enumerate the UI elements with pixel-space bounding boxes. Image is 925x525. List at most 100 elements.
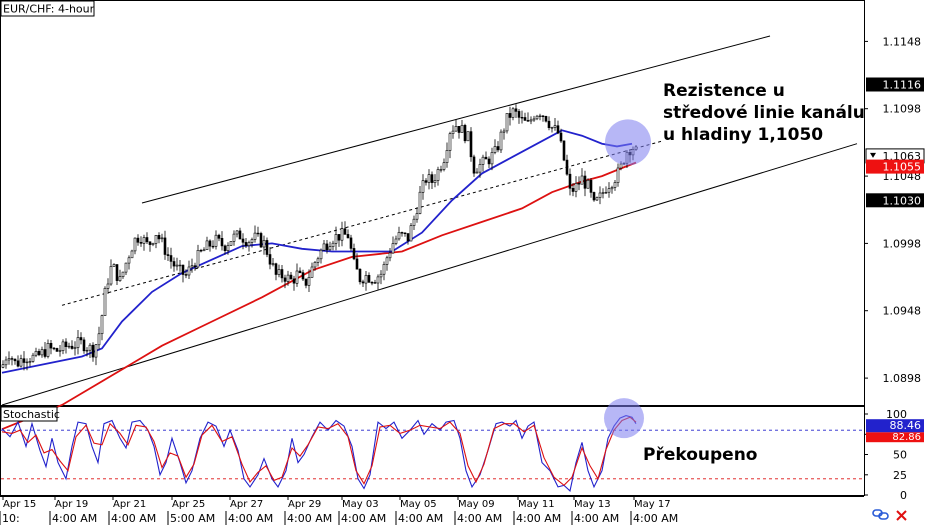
candle	[229, 241, 233, 246]
candle	[211, 240, 215, 249]
time-label: 4:00 AM	[111, 512, 156, 525]
candle-body	[169, 255, 173, 262]
candle	[613, 180, 617, 191]
candle	[94, 344, 98, 366]
candle	[517, 109, 521, 124]
candle-body	[556, 125, 560, 134]
candle-body	[226, 245, 230, 251]
candle-body	[37, 350, 41, 356]
chain-link-icon[interactable]	[872, 509, 889, 520]
chart-title-box	[0, 0, 95, 17]
candle	[28, 358, 32, 367]
candle	[295, 263, 299, 287]
candle	[286, 270, 290, 286]
candle-body	[568, 173, 572, 189]
candle	[487, 156, 491, 168]
date-label: May 03	[342, 499, 379, 510]
candle-body	[223, 245, 227, 251]
candle-body	[460, 125, 464, 133]
candle	[403, 232, 407, 237]
candle	[202, 247, 206, 252]
candle	[256, 226, 260, 237]
candle	[601, 188, 605, 199]
candle-body	[112, 264, 116, 267]
candle-body	[34, 350, 38, 356]
candle	[271, 258, 275, 267]
stochastic-k-value-box	[866, 419, 924, 433]
candle	[262, 235, 266, 255]
candle	[64, 338, 68, 354]
candle	[244, 238, 248, 248]
candle	[448, 131, 452, 159]
indicator-label: Stochastic	[3, 408, 60, 421]
candle-body	[205, 240, 209, 250]
candle-body	[385, 257, 389, 265]
candle-body	[601, 192, 605, 194]
candle-body	[505, 113, 509, 132]
candle	[100, 314, 104, 341]
candle	[37, 348, 41, 357]
candle	[514, 104, 518, 118]
time-label: 5:00 AM	[170, 512, 215, 525]
candle	[34, 347, 38, 358]
candle-body	[433, 180, 437, 183]
candle-body	[319, 249, 323, 260]
candle-body	[151, 243, 155, 245]
price-marker-label: 1.1116	[883, 79, 922, 92]
candle	[442, 158, 446, 172]
close-x-icon[interactable]	[896, 510, 907, 521]
stochastic-k-value: 88.46	[890, 419, 922, 432]
candle	[484, 151, 488, 160]
candle	[25, 358, 29, 371]
candle	[43, 342, 47, 359]
candle-body	[196, 250, 200, 268]
candle	[235, 230, 239, 238]
candle-body	[337, 234, 341, 241]
price-tick-label: 1.1098	[883, 103, 922, 116]
candle-body	[415, 213, 419, 220]
time-label: 4:00 AM	[341, 512, 386, 525]
candle-body	[436, 169, 440, 181]
candle	[592, 191, 596, 202]
candle-body	[25, 361, 29, 364]
candle-body	[535, 115, 539, 120]
candle	[259, 231, 263, 248]
candle-body	[46, 342, 50, 357]
annotation-line-2: středové linie kanálu	[663, 103, 865, 123]
candle-body	[118, 276, 122, 282]
candle	[574, 176, 578, 198]
candle	[598, 186, 602, 205]
price-panel[interactable]	[0, 0, 865, 406]
candle	[151, 242, 155, 247]
candle	[247, 240, 251, 252]
candle-body	[490, 152, 494, 165]
candle	[433, 174, 437, 188]
candle-body	[328, 246, 332, 251]
candle-body	[109, 266, 113, 285]
candle-body	[502, 130, 506, 133]
candle-body	[277, 269, 281, 275]
candle-body	[271, 263, 275, 265]
candle	[154, 235, 158, 249]
candle-body	[610, 187, 614, 190]
candle-body	[280, 269, 284, 279]
date-label: May 13	[574, 499, 611, 510]
candle	[124, 262, 128, 275]
candle-body	[577, 183, 581, 185]
candle	[412, 215, 416, 230]
candle-body	[583, 175, 587, 189]
candle	[10, 356, 14, 366]
candle	[340, 221, 344, 247]
candle-body	[139, 242, 143, 244]
candle-body	[208, 240, 212, 247]
candle-body	[313, 261, 317, 268]
candle-body	[106, 283, 110, 289]
stochastic-panel[interactable]	[0, 406, 865, 496]
candle	[175, 257, 179, 271]
candle-body	[28, 361, 32, 363]
stochastic-tick-label: 100	[886, 408, 907, 421]
candle	[304, 278, 308, 289]
candle	[583, 170, 587, 197]
price-tick-label: 1.0948	[883, 305, 922, 318]
candle-body	[484, 156, 488, 160]
